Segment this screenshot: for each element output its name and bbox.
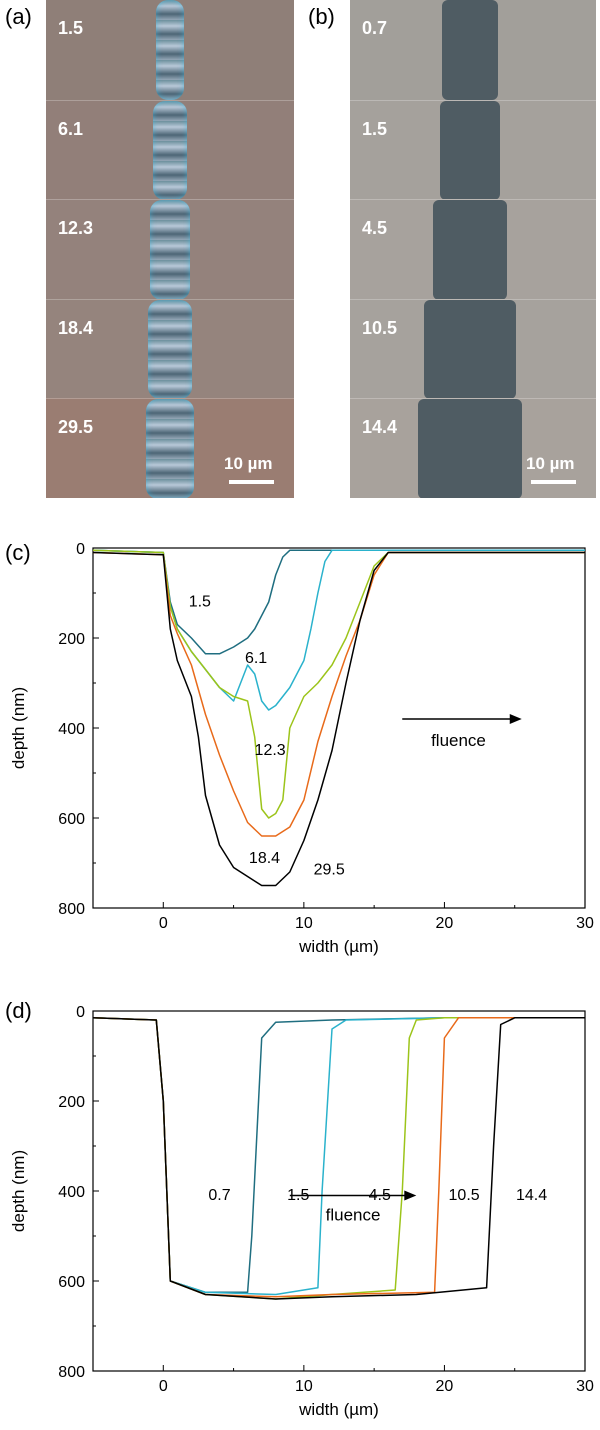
ablation-groove	[153, 100, 187, 201]
micrograph-band: 1.5	[46, 0, 294, 100]
panel-label-b: (b)	[308, 4, 335, 29]
y-tick-label: 0	[76, 1004, 85, 1021]
y-tick-label: 200	[58, 631, 85, 648]
series-line-12-3	[92, 549, 585, 819]
depth-profile-chart-c: 0 200 400 600 800 0 10 20 30 width (µm) depth (nm)…	[9, 541, 594, 956]
micrograph-a: 1.5 6.1 12.3 18.4 29.5 10 µm	[46, 0, 294, 498]
x-tick-label: 20	[436, 1378, 454, 1395]
ablation-groove	[433, 200, 507, 300]
series-label: 12.3	[255, 742, 286, 759]
series-line-18-4	[92, 551, 585, 837]
fluence-label: 12.3	[58, 218, 94, 239]
x-tick-label: 20	[436, 915, 454, 932]
series-line-0-7	[92, 1017, 585, 1294]
x-tick-label: 10	[295, 1378, 313, 1395]
series-label: 14.4	[516, 1187, 547, 1204]
series-label: 1.5	[189, 594, 211, 611]
series-line-10-5	[92, 1017, 585, 1298]
fluence-label: 18.4	[58, 317, 94, 338]
micrograph-band: 6.1	[46, 99, 294, 201]
scale-bar-label: 10 µm	[526, 454, 575, 473]
x-tick-label: 30	[576, 1378, 594, 1395]
scale-bar	[229, 480, 274, 484]
micrograph-band: 18.4	[46, 298, 294, 400]
series-label: 29.5	[314, 861, 345, 878]
series-line-4-5	[92, 1017, 585, 1300]
series-line-1-5	[92, 549, 585, 655]
y-tick-label: 600	[58, 1274, 85, 1291]
plot-frame	[92, 547, 586, 909]
fluence-label: 14.4	[362, 417, 398, 438]
x-tick-label: 10	[295, 915, 313, 932]
fluence-label: 4.5	[362, 218, 388, 239]
y-axis-label: depth (nm)	[9, 1150, 28, 1232]
fluence-arrow-head	[509, 714, 522, 724]
y-tick-label: 400	[58, 1184, 85, 1201]
panel-label-c: (c)	[5, 540, 31, 565]
depth-profile-chart-d: 0 200 400 600 800 0 10 20 30 width (µm) depth (nm)…	[9, 1004, 594, 1419]
y-tick-label: 600	[58, 811, 85, 828]
series-label: 0.7	[208, 1187, 230, 1204]
fluence-label: 1.5	[58, 18, 84, 38]
series-label: 18.4	[249, 850, 280, 867]
y-tick-label: 0	[76, 541, 85, 558]
fluence-annotation: fluence	[431, 731, 486, 750]
micrograph-band: 29.5	[46, 398, 294, 498]
series-label: 6.1	[245, 650, 267, 667]
x-tick-label: 0	[159, 915, 168, 932]
scale-bar	[531, 480, 576, 484]
scale-bar-label: 10 µm	[224, 454, 273, 473]
micrograph-band: 14.4	[350, 398, 596, 498]
fluence-arrow-head	[404, 1190, 417, 1201]
y-tick-label: 200	[58, 1094, 85, 1111]
ablation-groove	[440, 100, 500, 201]
micrograph-band: 12.3	[46, 199, 294, 300]
x-tick-label: 0	[159, 1378, 168, 1395]
x-tick-label: 30	[576, 915, 594, 932]
y-axis-label: depth (nm)	[9, 687, 28, 769]
series-label: 10.5	[449, 1187, 480, 1204]
ablation-groove	[150, 200, 190, 300]
ablation-groove	[146, 399, 194, 498]
panel-label-d: (d)	[5, 998, 32, 1023]
fluence-label: 1.5	[362, 118, 388, 139]
fluence-label: 10.5	[362, 317, 398, 338]
series-line-29-5	[92, 551, 585, 887]
series-line-1-5	[92, 1017, 585, 1296]
fluence-label: 29.5	[58, 417, 94, 438]
y-tick-label: 400	[58, 721, 85, 738]
ablation-groove	[442, 0, 498, 100]
x-axis-label: width (µm)	[298, 1400, 379, 1419]
ablation-groove	[156, 0, 184, 100]
micrograph-b: 0.7 1.5 4.5 10.5 14.4 10 µm	[350, 0, 596, 498]
micrograph-band: 0.7	[350, 0, 596, 100]
fluence-label: 6.1	[58, 118, 84, 139]
fluence-label: 0.7	[362, 18, 388, 38]
micrograph-band: 10.5	[350, 298, 596, 400]
ablation-groove	[148, 299, 192, 400]
panel-label-a: (a)	[5, 4, 32, 29]
micrograph-band: 4.5	[350, 199, 596, 300]
series-line-14-4	[92, 1017, 585, 1300]
ablation-groove	[424, 299, 516, 400]
x-axis-label: width (µm)	[298, 937, 379, 956]
ablation-groove	[418, 399, 522, 498]
y-tick-label: 800	[58, 901, 85, 918]
micrograph-band: 1.5	[350, 99, 596, 201]
fluence-annotation: fluence	[326, 1205, 381, 1224]
y-tick-label: 800	[58, 1364, 85, 1381]
